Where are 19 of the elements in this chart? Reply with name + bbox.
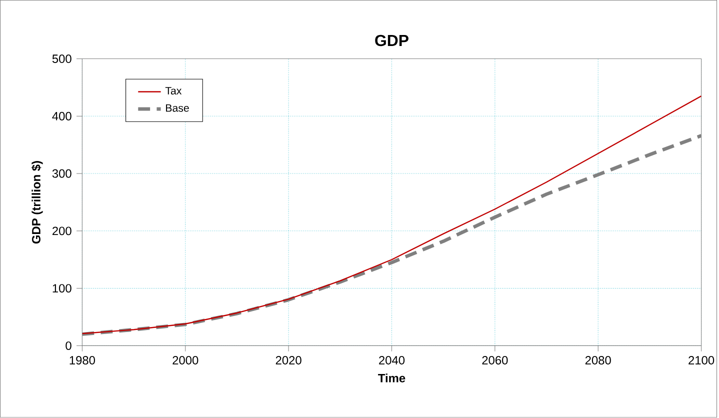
y-tick-label: 500: [52, 54, 72, 64]
x-tick-label: 2100: [688, 356, 714, 365]
legend-label: Tax: [165, 87, 182, 95]
chart-title: GDP: [375, 35, 408, 46]
x-tick-label: 2080: [585, 356, 611, 365]
y-tick-label: 0: [66, 342, 72, 350]
y-axis-title: GDP (trillion $): [31, 161, 43, 244]
x-tick-label: 2060: [482, 356, 508, 365]
legend-label: Base: [166, 104, 189, 112]
x-tick-label: 2000: [172, 356, 198, 365]
line-series: [82, 96, 702, 334]
x-tick-label: 1980: [70, 356, 96, 365]
y-tick-label: 400: [52, 112, 72, 121]
x-axis-title: Time: [378, 374, 406, 383]
y-tick-label: 100: [52, 284, 72, 293]
x-tick-label: 2040: [379, 356, 405, 365]
y-tick-label: 200: [52, 226, 72, 236]
y-tick-label: 300: [52, 169, 72, 178]
x-tick-label: 2020: [276, 356, 302, 365]
